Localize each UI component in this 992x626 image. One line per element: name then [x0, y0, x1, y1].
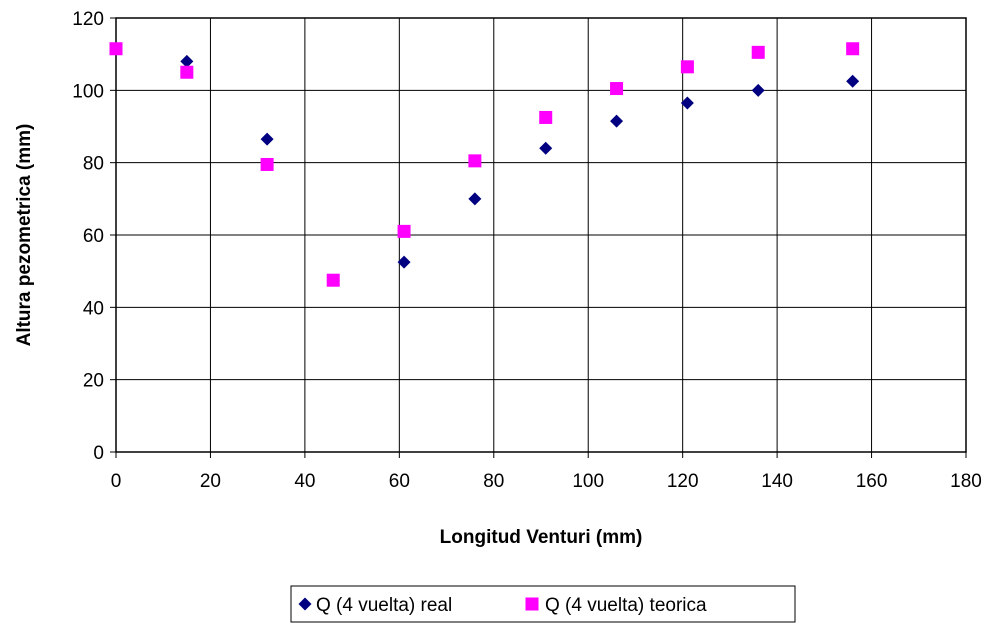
diamond-point	[846, 74, 860, 88]
x-axis-ticks: 0 20 40 60 80 100 120 140 160 180	[111, 452, 982, 492]
series-teorica	[109, 42, 860, 287]
x-tick-label: 0	[111, 471, 122, 492]
diamond-point	[610, 114, 624, 128]
square-point	[610, 82, 624, 96]
x-tick-label: 140	[761, 471, 793, 492]
y-tick-label: 120	[72, 9, 104, 30]
series-real	[109, 42, 860, 287]
x-tick-label: 100	[572, 471, 604, 492]
y-tick-label: 100	[72, 81, 104, 102]
diamond-point	[680, 96, 694, 110]
y-tick-label: 0	[93, 443, 104, 464]
diamond-point	[180, 54, 194, 68]
diamond-point	[468, 192, 482, 206]
square-point	[539, 110, 553, 124]
y-tick-label: 60	[83, 226, 104, 247]
legend-label: Q (4 vuelta) teorica	[545, 595, 707, 616]
x-tick-label: 120	[667, 471, 699, 492]
y-axis-ticks: 0 20 40 60 80 100 120	[72, 9, 116, 464]
x-tick-label: 180	[950, 471, 982, 492]
square-point	[180, 65, 194, 79]
x-tick-label: 40	[294, 471, 315, 492]
diamond-point	[751, 83, 765, 97]
square-point	[680, 60, 694, 74]
square-point	[260, 157, 274, 171]
y-tick-label: 80	[83, 154, 104, 175]
data-points	[109, 42, 860, 287]
y-axis-title: Altura pezometrica (mm)	[14, 124, 35, 347]
legend: Q (4 vuelta) real Q (4 vuelta) teorica	[290, 585, 796, 623]
square-point	[109, 42, 123, 56]
x-tick-label: 160	[856, 471, 888, 492]
square-point	[751, 45, 765, 59]
x-tick-label: 80	[483, 471, 504, 492]
y-tick-label: 20	[83, 371, 104, 392]
y-tick-label: 40	[83, 298, 104, 319]
diamond-point	[397, 255, 411, 269]
square-point	[846, 42, 860, 56]
square-point	[397, 224, 411, 238]
x-tick-label: 60	[389, 471, 410, 492]
legend-box	[290, 585, 796, 623]
legend-diamond-marker	[298, 597, 312, 611]
x-axis-title: Longitud Venturi (mm)	[440, 527, 643, 548]
legend-label: Q (4 vuelta) real	[316, 595, 452, 616]
square-point	[326, 273, 340, 287]
diamond-point	[260, 132, 274, 146]
diamond-point	[539, 141, 553, 155]
x-tick-label: 20	[200, 471, 221, 492]
legend-square-marker	[525, 597, 539, 611]
square-point	[468, 154, 482, 168]
grid-lines	[116, 18, 966, 452]
